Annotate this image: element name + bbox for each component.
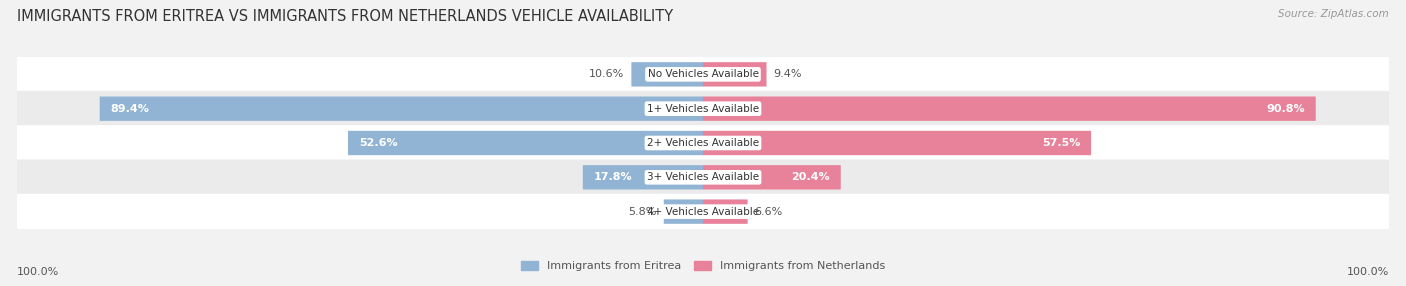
FancyBboxPatch shape xyxy=(17,194,1389,229)
FancyBboxPatch shape xyxy=(703,96,1316,121)
FancyBboxPatch shape xyxy=(631,62,703,87)
Text: 10.6%: 10.6% xyxy=(589,69,624,79)
FancyBboxPatch shape xyxy=(17,125,1389,161)
FancyBboxPatch shape xyxy=(703,165,841,190)
FancyBboxPatch shape xyxy=(347,131,703,155)
FancyBboxPatch shape xyxy=(703,62,766,87)
Text: 89.4%: 89.4% xyxy=(111,104,149,114)
Text: 5.8%: 5.8% xyxy=(628,207,657,217)
Text: 2+ Vehicles Available: 2+ Vehicles Available xyxy=(647,138,759,148)
FancyBboxPatch shape xyxy=(664,199,703,224)
Text: 3+ Vehicles Available: 3+ Vehicles Available xyxy=(647,172,759,182)
Text: 6.6%: 6.6% xyxy=(755,207,783,217)
Text: 17.8%: 17.8% xyxy=(593,172,633,182)
Text: No Vehicles Available: No Vehicles Available xyxy=(648,69,758,79)
Text: 1+ Vehicles Available: 1+ Vehicles Available xyxy=(647,104,759,114)
FancyBboxPatch shape xyxy=(17,91,1389,126)
FancyBboxPatch shape xyxy=(703,131,1091,155)
FancyBboxPatch shape xyxy=(17,160,1389,195)
FancyBboxPatch shape xyxy=(17,57,1389,92)
Text: 57.5%: 57.5% xyxy=(1042,138,1080,148)
Text: 100.0%: 100.0% xyxy=(17,267,59,277)
Text: 100.0%: 100.0% xyxy=(1347,267,1389,277)
Text: IMMIGRANTS FROM ERITREA VS IMMIGRANTS FROM NETHERLANDS VEHICLE AVAILABILITY: IMMIGRANTS FROM ERITREA VS IMMIGRANTS FR… xyxy=(17,9,673,23)
Legend: Immigrants from Eritrea, Immigrants from Netherlands: Immigrants from Eritrea, Immigrants from… xyxy=(522,261,884,271)
FancyBboxPatch shape xyxy=(100,96,703,121)
Text: Source: ZipAtlas.com: Source: ZipAtlas.com xyxy=(1278,9,1389,19)
Text: 4+ Vehicles Available: 4+ Vehicles Available xyxy=(647,207,759,217)
FancyBboxPatch shape xyxy=(703,199,748,224)
Text: 90.8%: 90.8% xyxy=(1267,104,1305,114)
Text: 20.4%: 20.4% xyxy=(792,172,830,182)
Text: 9.4%: 9.4% xyxy=(773,69,801,79)
Text: 52.6%: 52.6% xyxy=(359,138,398,148)
FancyBboxPatch shape xyxy=(583,165,703,190)
